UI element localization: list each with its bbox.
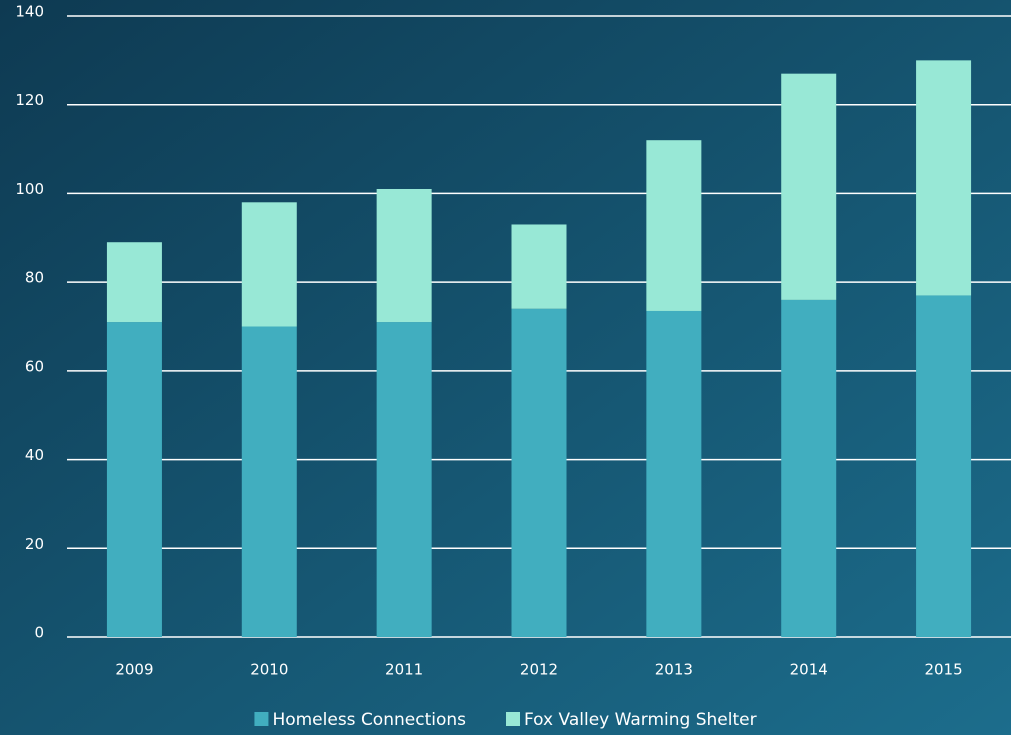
- bar-segment: [376, 322, 432, 637]
- bar-segment: [646, 140, 702, 311]
- x-tick-label: 2015: [924, 661, 962, 679]
- bar-segment: [376, 188, 432, 323]
- bar-segment: [241, 202, 297, 327]
- y-tick-label: 0: [34, 624, 44, 642]
- bar-segment: [781, 73, 837, 300]
- bar-segment: [916, 295, 972, 637]
- x-tick-label: 2012: [520, 661, 558, 679]
- bar-segment: [646, 310, 702, 637]
- legend-label: Fox Valley Warming Shelter: [524, 710, 757, 730]
- y-tick-label: 20: [25, 535, 44, 553]
- legend: Homeless Connections Fox Valley Warming S…: [254, 710, 757, 730]
- bar-segment: [781, 299, 837, 637]
- bar-segment: [511, 308, 567, 637]
- x-tick-label: 2009: [115, 661, 153, 679]
- bar-segment: [241, 326, 297, 637]
- y-tick-label: 100: [15, 180, 44, 198]
- bar-segment: [106, 242, 162, 323]
- legend-swatch: [506, 712, 520, 726]
- y-tick-label: 40: [25, 446, 44, 464]
- bar-segment: [916, 60, 972, 296]
- y-tick-label: 140: [15, 3, 44, 21]
- legend-label: Homeless Connections: [272, 710, 466, 730]
- labels: 0 20 40 60 80 100 120 140 2009 2010 2011 2012 2013 20…: [15, 3, 962, 679]
- x-tick-label: 2010: [250, 661, 288, 679]
- x-tick-label: 2011: [385, 661, 423, 679]
- y-tick-label: 80: [25, 269, 44, 287]
- y-tick-label: 120: [15, 91, 44, 109]
- x-tick-label: 2013: [655, 661, 693, 679]
- legend-swatch: [254, 712, 269, 726]
- x-tick-label: 2014: [790, 661, 828, 679]
- y-tick-label: 60: [25, 357, 44, 375]
- bar-segment: [511, 224, 567, 309]
- bar-segment: [106, 322, 162, 637]
- bars: [106, 60, 972, 637]
